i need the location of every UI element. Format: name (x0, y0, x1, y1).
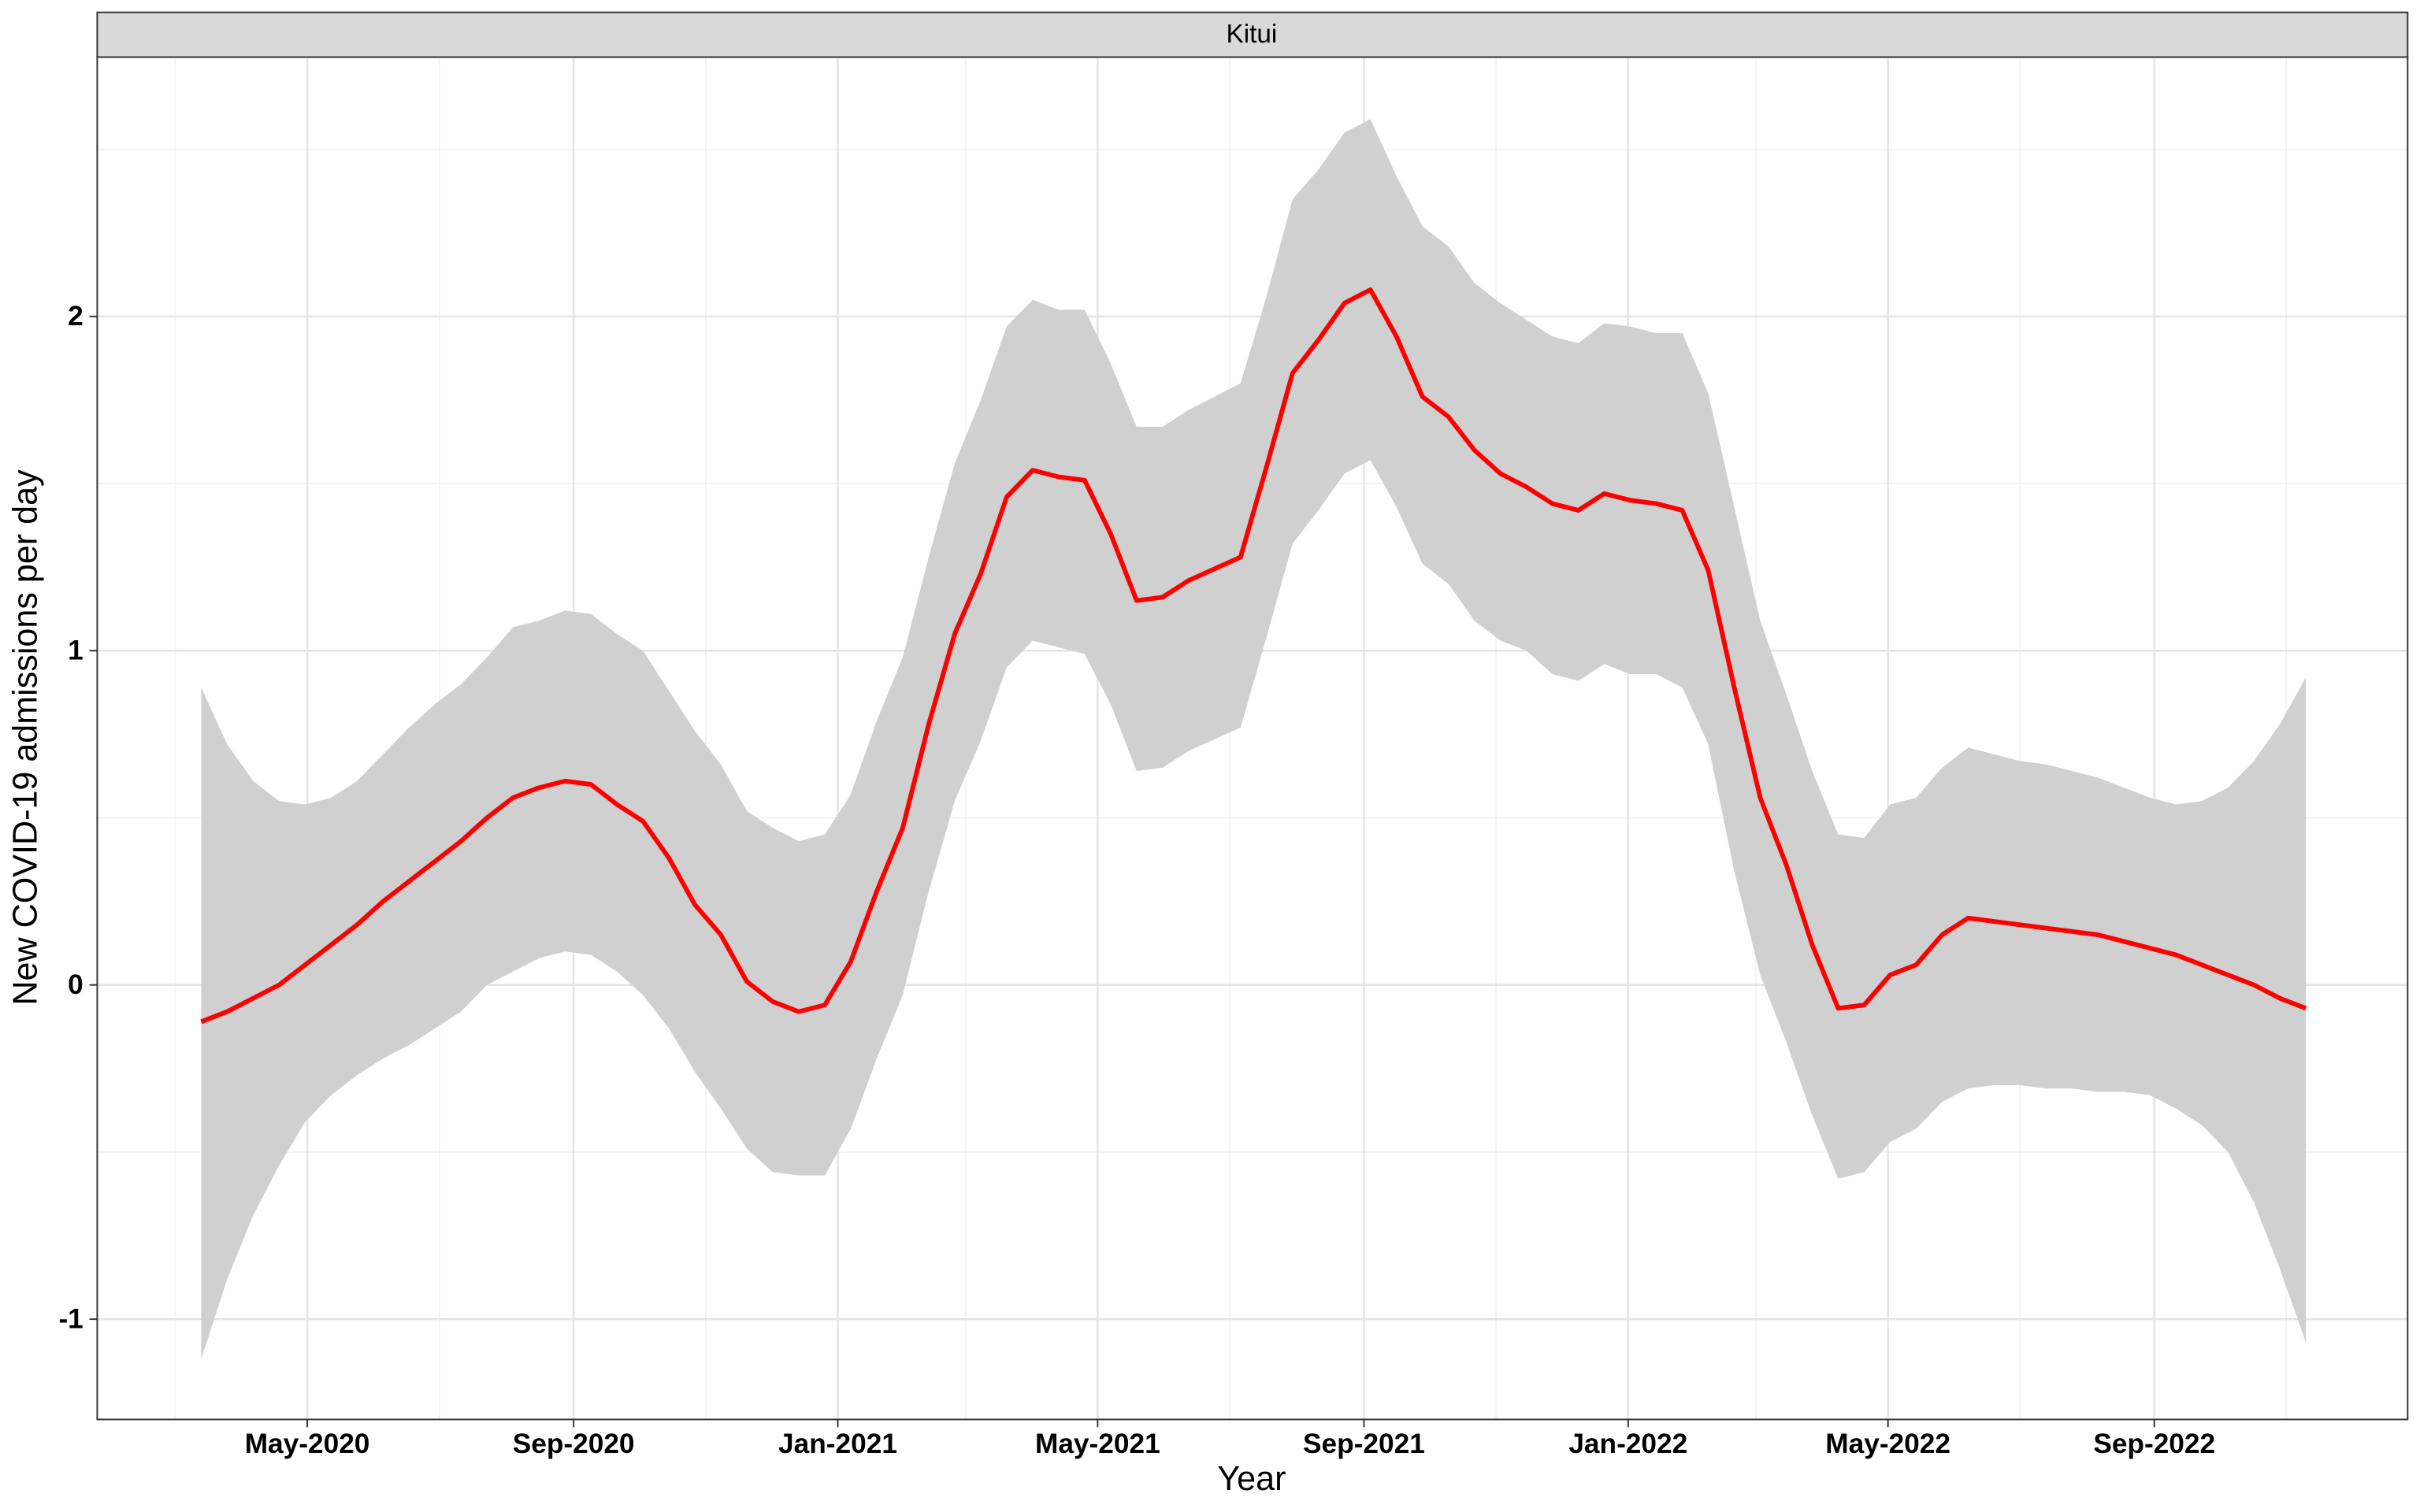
x-axis-title: Year (1217, 1460, 1286, 1498)
y-tick-label: 2 (68, 301, 84, 332)
confidence-band (201, 119, 2307, 1360)
x-tick-label: Sep-2020 (513, 1429, 635, 1459)
axes: -1 0 1 2 May-2020 Sep-2020 Jan-2021 May-2021 Sep… (58, 301, 2215, 1459)
x-tick-label: Sep-2021 (1303, 1429, 1425, 1459)
x-tick-label: Sep-2022 (2093, 1429, 2215, 1459)
x-tick-label: May-2020 (245, 1429, 370, 1459)
panel-border (96, 56, 2409, 1421)
x-tick-label: Jan-2021 (778, 1429, 897, 1459)
strip-label: Kitui (1227, 20, 1278, 49)
line (200, 287, 2307, 1025)
strip (96, 11, 2409, 58)
x-tick-label: May-2022 (1825, 1429, 1950, 1459)
marks (200, 119, 2307, 1360)
y-tick-label: 1 (68, 636, 84, 666)
y-tick-label: 0 (68, 969, 84, 1000)
y-axis-title: New COVID-19 admissions per day (7, 469, 45, 1006)
x-tick-label: Jan-2022 (1568, 1429, 1687, 1459)
x-tick-label: May-2021 (1035, 1429, 1160, 1459)
y-tick-label: -1 (58, 1303, 83, 1334)
